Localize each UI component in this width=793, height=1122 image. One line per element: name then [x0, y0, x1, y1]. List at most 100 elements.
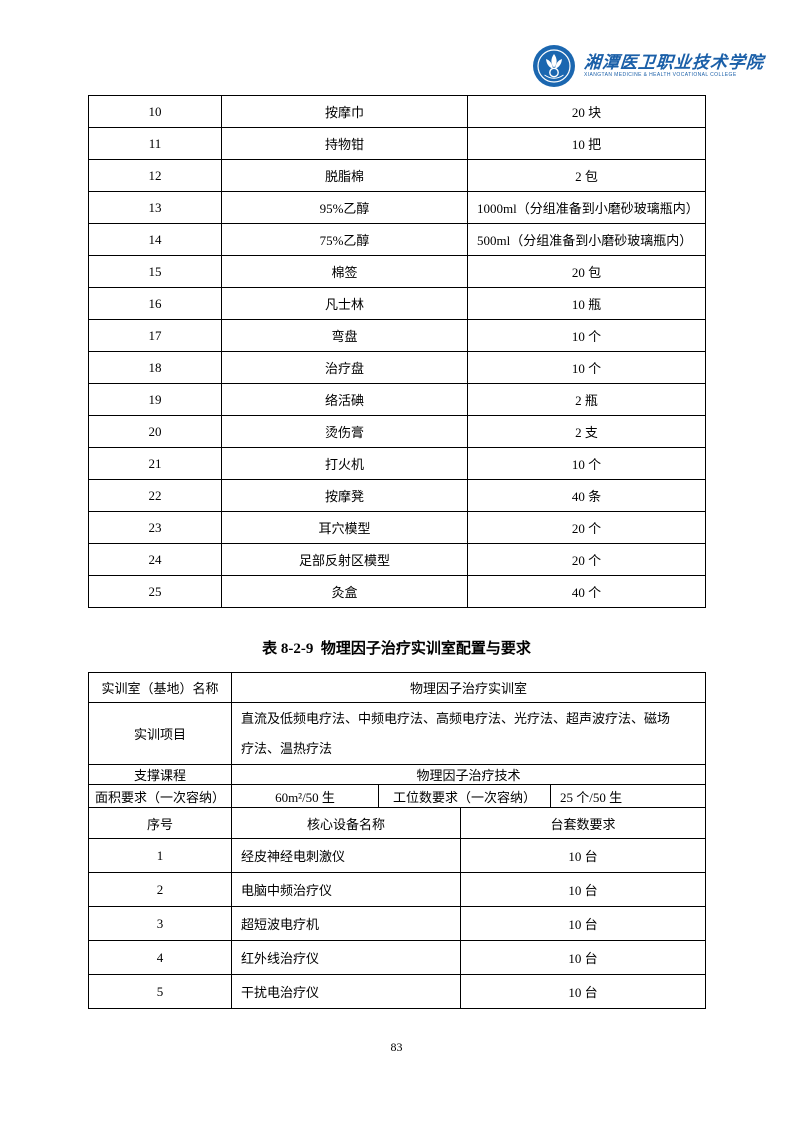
- college-name-cn: 湘潭医卫职业技术学院: [583, 52, 765, 72]
- page-number: 83: [390, 1040, 403, 1054]
- qty-cell: 10 个: [467, 447, 706, 480]
- qty-cell: 40 个: [467, 575, 706, 608]
- table-row: 17 弯盘 10 个: [88, 319, 706, 352]
- row-no-cell: 1: [88, 838, 232, 873]
- equipment-name-cell: 电脑中频治疗仪: [231, 872, 461, 907]
- item-name-cell: 弯盘: [221, 319, 468, 352]
- item-name-cell: 持物钳: [221, 127, 468, 160]
- qty-cell: 10 瓶: [467, 287, 706, 320]
- college-name-en: XIANGTAN MEDICINE & HEALTH VOCATIONAL CO…: [584, 71, 737, 78]
- row-no-cell: 3: [88, 906, 232, 941]
- table-row: 24 足部反射区模型 20 个: [88, 543, 706, 576]
- qty-cell: 20 个: [467, 511, 706, 544]
- item-name-cell: 耳穴模型: [221, 511, 468, 544]
- table-row: 15 棉签 20 包: [88, 255, 706, 288]
- qty-cell: 2 瓶: [467, 383, 706, 416]
- row-no-cell: 14: [88, 223, 222, 256]
- course-label: 支撑课程: [88, 764, 232, 785]
- projects-value: 直流及低频电疗法、中频电疗法、高频电疗法、光疗法、超声波疗法、磁场疗法、温热疗法: [230, 702, 707, 765]
- row-no-cell: 22: [88, 479, 222, 512]
- item-name-cell: 95%乙醇: [221, 191, 468, 224]
- item-name-cell: 烫伤膏: [221, 415, 468, 448]
- workstation-label: 工位数要求（一次容纳）: [378, 784, 551, 808]
- row-no-cell: 12: [88, 159, 222, 192]
- workstation-value: 25 个/50 生: [549, 784, 707, 808]
- projects-label: 实训项目: [88, 702, 232, 765]
- row-no-cell: 18: [88, 351, 222, 384]
- area-value: 60m²/50 生: [231, 784, 379, 808]
- table-row: 11 持物钳 10 把: [88, 127, 706, 160]
- table-row: 20 烫伤膏 2 支: [88, 415, 706, 448]
- col-header-qty: 台套数要求: [459, 807, 707, 839]
- table-row: 12 脱脂棉 2 包: [88, 159, 706, 192]
- item-name-cell: 75%乙醇: [221, 223, 468, 256]
- college-name-block: 湘潭医卫职业技术学院 XIANGTAN MEDICINE & HEALTH VO…: [583, 52, 765, 79]
- row-no-cell: 25: [88, 575, 222, 608]
- table-row: 18 治疗盘 10 个: [88, 351, 706, 384]
- supporting-course-row: 支撑课程 物理因子治疗技术: [88, 764, 707, 785]
- equipment-name-cell: 红外线治疗仪: [231, 940, 461, 975]
- equipment-name-cell: 经皮神经电刺激仪: [231, 838, 461, 873]
- header-row: 序号 核心设备名称 台套数要求: [88, 807, 707, 839]
- qty-cell: 10 个: [467, 319, 706, 352]
- area-requirement-row: 面积要求（一次容纳） 60m²/50 生 工位数要求（一次容纳） 25 个/50…: [88, 784, 707, 808]
- qty-cell: 10 台: [459, 974, 707, 1009]
- col-header-equipment: 核心设备名称: [231, 807, 461, 839]
- qty-cell: 20 包: [467, 255, 706, 288]
- qty-cell: 10 台: [459, 940, 707, 975]
- qty-cell: 10 把: [467, 127, 706, 160]
- item-name-cell: 灸盒: [221, 575, 468, 608]
- qty-cell: 2 支: [467, 415, 706, 448]
- training-projects-row: 实训项目 直流及低频电疗法、中频电疗法、高频电疗法、光疗法、超声波疗法、磁场疗法…: [88, 702, 707, 765]
- table-row: 22 按摩凳 40 条: [88, 479, 706, 512]
- table-row: 10 按摩巾 20 块: [88, 95, 706, 128]
- equipment-name-cell: 干扰电治疗仪: [231, 974, 461, 1009]
- qty-cell: 500ml（分组准备到小磨砂玻璃瓶内）: [467, 223, 706, 256]
- table-row: 14 75%乙醇 500ml（分组准备到小磨砂玻璃瓶内）: [88, 223, 706, 256]
- item-name-cell: 按摩巾: [221, 95, 468, 128]
- item-name-cell: 凡士林: [221, 287, 468, 320]
- item-name-cell: 脱脂棉: [221, 159, 468, 192]
- room-name-value: 物理因子治疗实训室: [230, 672, 707, 703]
- row-no-cell: 5: [88, 974, 232, 1009]
- table-row: 1 经皮神经电刺激仪 10 台: [88, 838, 707, 873]
- table-row: 25 灸盒 40 个: [88, 575, 706, 608]
- row-no-cell: 4: [88, 940, 232, 975]
- item-name-cell: 按摩凳: [221, 479, 468, 512]
- row-no-cell: 16: [88, 287, 222, 320]
- table-row: 16 凡士林 10 瓶: [88, 287, 706, 320]
- row-no-cell: 11: [88, 127, 222, 160]
- area-label: 面积要求（一次容纳）: [88, 784, 232, 808]
- equipment-list-table: 10 按摩巾 20 块 11 持物钳 10 把 12 脱脂棉 2 包 13 95%乙醇 1000…: [88, 95, 706, 608]
- room-name-label: 实训室（基地）名称: [88, 672, 232, 703]
- qty-cell: 10 台: [459, 872, 707, 907]
- course-value: 物理因子治疗技术: [230, 764, 707, 785]
- equipment-name-cell: 超短波电疗机: [231, 906, 461, 941]
- table-row: 23 耳穴模型 20 个: [88, 511, 706, 544]
- table-row: 13 95%乙醇 1000ml（分组准备到小磨砂玻璃瓶内）: [88, 191, 706, 224]
- row-no-cell: 2: [88, 872, 232, 907]
- table-title: 表 8-2-9 物理因子治疗实训室配置与要求: [262, 641, 531, 657]
- qty-cell: 2 包: [467, 159, 706, 192]
- qty-cell: 10 台: [459, 906, 707, 941]
- row-no-cell: 13: [88, 191, 222, 224]
- item-name-cell: 足部反射区模型: [221, 543, 468, 576]
- row-no-cell: 23: [88, 511, 222, 544]
- row-no-cell: 19: [88, 383, 222, 416]
- row-no-cell: 17: [88, 319, 222, 352]
- item-name-cell: 棉签: [221, 255, 468, 288]
- physio-room-table: 实训室（基地）名称 物理因子治疗实训室 实训项目 直流及低频电疗法、中频电疗法、…: [88, 672, 707, 1009]
- qty-cell: 20 块: [467, 95, 706, 128]
- table-row: 3 超短波电疗机 10 台: [88, 906, 707, 941]
- row-no-cell: 21: [88, 447, 222, 480]
- item-name-cell: 络活碘: [221, 383, 468, 416]
- qty-cell: 20 个: [467, 543, 706, 576]
- qty-cell: 40 条: [467, 479, 706, 512]
- qty-cell: 10 台: [459, 838, 707, 873]
- row-no-cell: 24: [88, 543, 222, 576]
- item-name-cell: 治疗盘: [221, 351, 468, 384]
- row-no-cell: 20: [88, 415, 222, 448]
- table-row: 5 干扰电治疗仪 10 台: [88, 974, 707, 1009]
- table-row: 2 电脑中频治疗仪 10 台: [88, 872, 707, 907]
